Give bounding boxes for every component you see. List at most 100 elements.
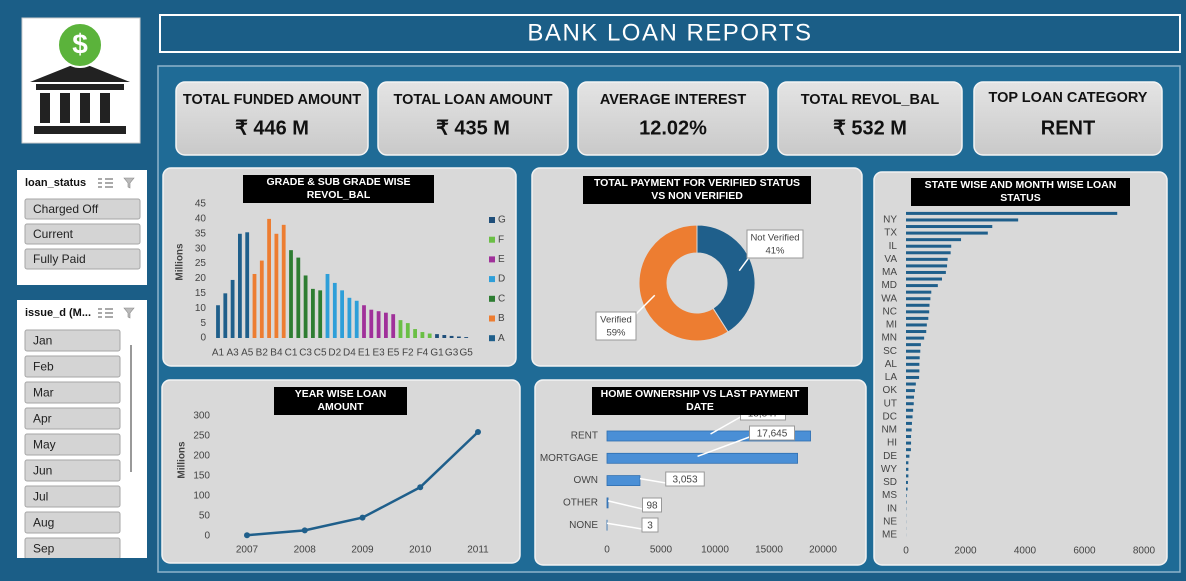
slicer-item[interactable]	[24, 433, 121, 456]
bar	[238, 233, 242, 338]
y-tick-label: RENT	[571, 431, 598, 442]
y-tick-label: 100	[193, 491, 210, 502]
header-box	[159, 14, 1181, 53]
x-tick-label: A3	[226, 348, 239, 359]
y-tick-label: IL	[889, 241, 898, 252]
slicer-item-label: Fully Paid	[33, 252, 86, 266]
slicer-title: loan_status	[25, 177, 86, 189]
leader-line	[607, 500, 643, 510]
y-tick-label: MI	[886, 320, 897, 331]
y-tick-label: NONE	[569, 520, 598, 531]
slicer: loan_status Charged Off Current Fully Paid	[24, 177, 141, 270]
x-tick-label: 5000	[650, 545, 673, 556]
slicer-item[interactable]	[24, 407, 121, 430]
chart-title: YEAR WISE LOAN AMOUNT	[274, 387, 407, 415]
x-tick-label: 2009	[351, 545, 374, 556]
slicer-item[interactable]	[24, 511, 121, 534]
data-label-box	[746, 229, 804, 259]
slicer-item-label: May	[33, 438, 56, 452]
chart-title: GRADE & SUB GRADE WISE REVOL_BAL	[243, 175, 434, 203]
legend-swatch	[489, 276, 495, 283]
y-axis-label: Millions	[177, 441, 188, 479]
clear-filter-icon[interactable]	[123, 307, 135, 319]
slicer-item[interactable]	[24, 381, 121, 404]
bar	[906, 382, 916, 386]
bar	[391, 314, 396, 338]
y-tick-label: 35	[195, 228, 207, 239]
bar	[906, 402, 914, 406]
bar	[906, 297, 931, 301]
clear-filter-icon[interactable]	[123, 177, 135, 189]
kpi-label: TOP LOAN CATEGORY	[989, 90, 1148, 106]
data-label: 98	[646, 501, 658, 512]
kpi-label: TOTAL REVOL_BAL	[801, 92, 940, 108]
line-point	[475, 429, 481, 435]
slicer-item-label: Jul	[33, 490, 48, 504]
bar	[906, 211, 1118, 215]
y-tick-label: 40	[195, 214, 207, 225]
bar	[347, 297, 352, 338]
slicer-item-label: Apr	[33, 412, 52, 426]
data-label-value: 59%	[606, 328, 626, 339]
bar	[245, 232, 250, 338]
leader-line	[639, 477, 666, 484]
data-label-category: Verified	[600, 315, 632, 326]
y-tick-label: DE	[883, 451, 897, 462]
legend-swatch	[489, 335, 495, 342]
bar	[216, 305, 220, 338]
bar	[906, 218, 1019, 222]
bar	[906, 251, 951, 255]
slicer-item[interactable]	[24, 355, 121, 378]
y-tick-label: 300	[193, 411, 210, 422]
y-axis-label: Millions	[175, 243, 186, 281]
bar	[906, 395, 915, 399]
bar	[906, 454, 910, 458]
x-tick-label: 0	[604, 545, 610, 556]
bar	[281, 224, 286, 338]
x-tick-label: 20000	[809, 545, 837, 556]
y-tick-label: HI	[887, 438, 897, 449]
y-tick-label: SD	[883, 477, 897, 488]
bar	[223, 293, 228, 338]
slicer-item-label: Jan	[33, 334, 52, 348]
y-tick-label: 20	[195, 273, 207, 284]
slicer-item[interactable]	[24, 537, 121, 559]
slicer-item[interactable]	[24, 223, 141, 245]
y-tick-label: 200	[193, 451, 210, 462]
bar	[384, 312, 388, 338]
x-tick-label: E3	[372, 348, 385, 359]
bar	[369, 309, 374, 338]
bar	[906, 480, 908, 484]
kpi-label: TOTAL LOAN AMOUNT	[394, 92, 553, 108]
slicer-item[interactable]	[24, 198, 141, 220]
y-tick-label: MD	[881, 280, 897, 291]
bar	[296, 257, 301, 338]
kpi-card	[377, 81, 569, 156]
legend-label: B	[498, 313, 505, 324]
bar	[906, 494, 907, 498]
x-tick-label: C5	[314, 348, 327, 359]
line-point	[359, 514, 366, 521]
multi-select-icon[interactable]	[98, 308, 113, 318]
slicer-item[interactable]	[24, 459, 121, 482]
slicer-item[interactable]	[24, 329, 121, 352]
x-tick-label: D4	[343, 348, 356, 359]
y-tick-label: OTHER	[563, 498, 598, 509]
bar	[274, 233, 279, 338]
y-tick-label: UT	[884, 398, 897, 409]
bar	[435, 334, 439, 338]
y-tick-label: 50	[199, 511, 211, 522]
bar	[906, 474, 909, 478]
bar	[906, 375, 920, 379]
multi-select-icon[interactable]	[98, 178, 113, 188]
slicer-item[interactable]	[24, 485, 121, 508]
bar	[340, 290, 344, 338]
slicer-item[interactable]	[24, 248, 141, 270]
chart-title: STATE WISE AND MONTH WISE LOAN STATUS	[911, 178, 1130, 206]
bar	[906, 238, 962, 242]
bar	[906, 225, 993, 229]
bar	[906, 435, 912, 439]
bar	[442, 335, 447, 338]
bar	[427, 333, 432, 338]
y-tick-label: 0	[204, 531, 210, 542]
